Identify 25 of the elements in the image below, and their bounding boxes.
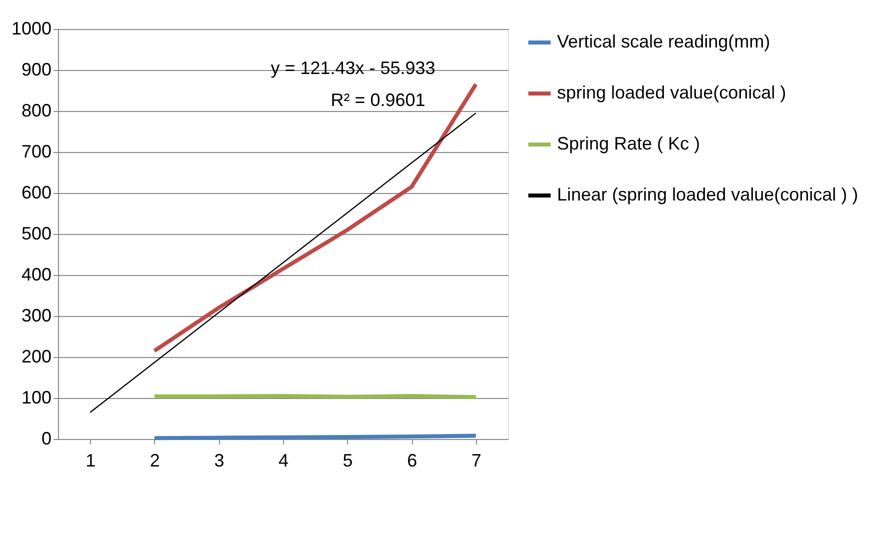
y-tick-label: 700 [21,142,52,162]
y-tick-label: 0 [41,428,52,448]
y-tick-label: 800 [21,100,52,120]
x-tick-label: 1 [86,450,96,470]
x-tick-label: 4 [278,450,289,470]
y-tick-label: 900 [21,60,52,80]
x-tick-label: 2 [150,450,160,470]
annotation: y = 121.43x - 55.933 [270,58,436,78]
x-tick-label: 7 [471,450,482,470]
legend-label: Linear (spring loaded value(conical ) ) [557,184,858,204]
legend-label: Vertical scale reading(mm) [557,32,770,52]
x-tick-label: 3 [214,450,224,470]
y-tick-label: 200 [21,346,52,366]
y-tick-label: 300 [21,306,52,326]
y-tick-label: 500 [21,224,52,244]
legend-label: Spring Rate ( Kc ) [557,134,700,154]
y-tick-label: 400 [21,264,52,284]
y-tick-label: 100 [21,388,52,408]
y-tick-label: 600 [21,182,52,202]
line-series [152,82,478,353]
x-tick-label: 5 [342,450,353,470]
legend-label: spring loaded value(conical ) [557,82,786,102]
x-tick-label: 6 [407,450,418,470]
annotation: R² = 0.9601 [330,90,426,110]
y-tick-label: 1000 [11,18,52,38]
